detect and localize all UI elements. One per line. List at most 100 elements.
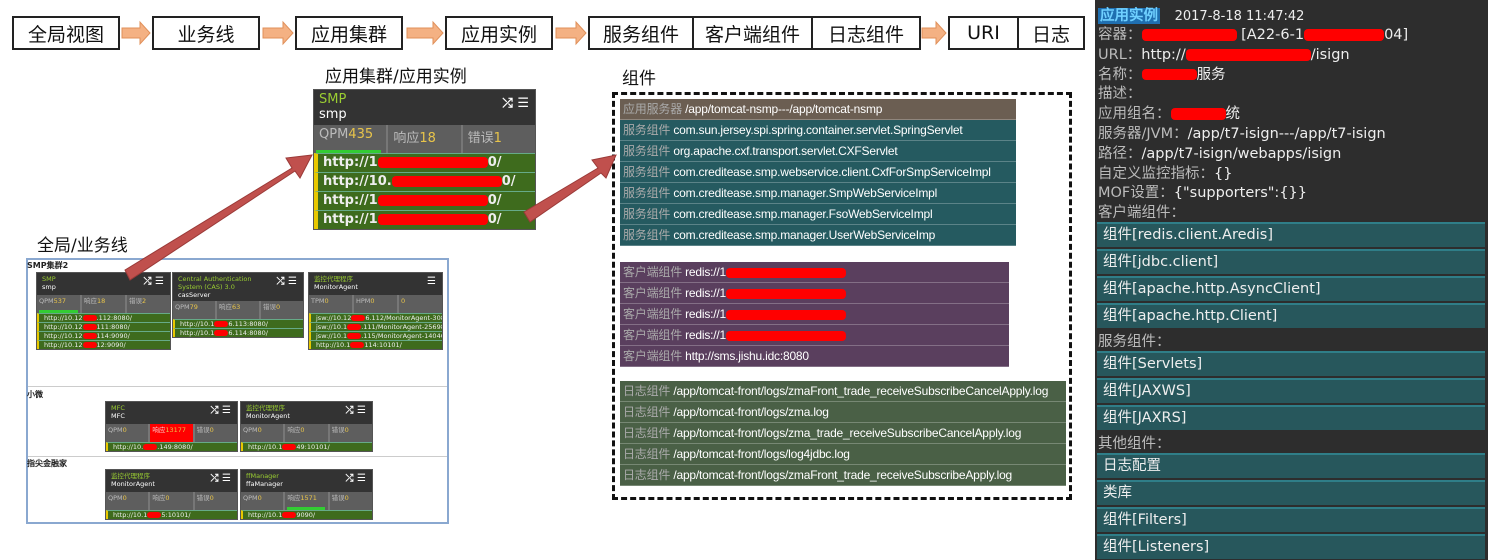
app-server-row[interactable]: 应用服务器 /app/tomcat-nsmp---/app/tomcat-nsm… [620, 99, 1016, 120]
component-item[interactable]: 组件[Filters] [1097, 507, 1485, 532]
client-component-row[interactable]: 客户端组件 redis://1 [620, 283, 1009, 304]
instance-url[interactable]: http://10.1 114:10101/ [309, 340, 442, 349]
card-title[interactable]: ffManager [246, 472, 279, 480]
component-type: 服务组件 [623, 165, 674, 179]
instance-url[interactable]: http://10. 0/ [314, 172, 535, 191]
list-icon[interactable]: ☰ [517, 96, 529, 111]
list-icon[interactable]: ☰ [357, 473, 366, 484]
card-title[interactable]: SMP [42, 275, 56, 283]
instance-url[interactable]: jsw://10.126.112/MonitorAgent-30856 [309, 313, 442, 322]
client-component-row[interactable]: 客户端组件 http://sms.jishu.idc:8080 [620, 346, 1009, 367]
crumb-log-component[interactable]: 日志组件 [811, 16, 921, 50]
component-value: http://sms.jishu.idc:8080 [685, 349, 809, 363]
component-item[interactable]: 组件[JAXWS] [1097, 378, 1485, 403]
service-component-row[interactable]: 服务组件 com.creditease.smp.webservice.clien… [620, 162, 1016, 183]
instance-url[interactable]: http://10.1 6.114:8080/ [173, 328, 303, 337]
redaction-mark [726, 310, 847, 320]
component-item[interactable]: 组件[Listeners] [1097, 534, 1485, 559]
instance-url[interactable]: http://10.12.112:8080/ [37, 313, 170, 322]
component-item[interactable]: 组件[Servlets] [1097, 351, 1485, 376]
list-icon[interactable]: ☰ [357, 405, 366, 416]
metric-QPM: QPM435 [314, 125, 389, 153]
shuffle-icon[interactable]: ⤮ [345, 473, 358, 484]
component-item[interactable]: 组件[apache.http.Client] [1097, 303, 1485, 328]
instance-url[interactable]: http://10.1 5:10101/ [106, 510, 237, 519]
crumb-service-component[interactable]: 服务组件 [588, 16, 694, 50]
app-card[interactable]: 监控代理程序 MonitorAgent ⤮ ☰ QPM0 响应0 错误0 http://10… [105, 469, 238, 520]
redaction-mark [143, 444, 158, 450]
component-item[interactable]: 类库 [1097, 480, 1485, 505]
metric-QPM: QPM0 [241, 492, 286, 510]
instance-url[interactable]: http://10. .149:8080/ [106, 442, 237, 451]
log-component-row[interactable]: 日志组件 /app/tomcat-front/logs/zmaFront_tra… [620, 465, 1066, 486]
instance-url[interactable]: http://1 0/ [314, 210, 535, 229]
card-title[interactable]: Central Authentication System (CAS) 3.0 [178, 275, 252, 291]
card-title[interactable]: 监控代理程序 [314, 275, 353, 283]
component-item[interactable]: 组件[jdbc.client] [1097, 249, 1485, 274]
component-item[interactable]: 组件[redis.client.Aredis] [1097, 222, 1485, 247]
service-component-row[interactable]: 服务组件 com.creditease.smp.manager.UserWebS… [620, 225, 1016, 246]
redaction-mark [350, 342, 365, 348]
log-component-row[interactable]: 日志组件 /app/tomcat-front/logs/log4jdbc.log [620, 444, 1066, 465]
client-component-row[interactable]: 客户端组件 redis://1 [620, 304, 1009, 325]
app-card[interactable]: 监控代理程序 MonitorAgent ⤮ ☰ QPM0 响应0 错误0 http://10… [240, 401, 373, 452]
card-title[interactable]: SMP [319, 92, 347, 107]
card-title[interactable]: 监控代理程序 [111, 472, 150, 480]
crumb-business-line[interactable]: 业务线 [152, 16, 260, 50]
log-component-row[interactable]: 日志组件 /app/tomcat-front/logs/zma.log [620, 402, 1066, 423]
card-header: MFC MFC ⤮ ☰ [106, 402, 237, 424]
instance-url[interactable]: http://10.1 6.113:8080/ [173, 319, 303, 328]
list-icon[interactable]: ☰ [222, 405, 231, 416]
log-component-row[interactable]: 日志组件 /app/tomcat-front/logs/zmaFront_tra… [620, 381, 1066, 402]
component-item[interactable]: 日志配置 [1097, 453, 1485, 478]
crumb-client-component[interactable]: 客户端组件 [692, 16, 813, 50]
crumb-log[interactable]: 日志 [1017, 16, 1085, 50]
crumb-app-cluster[interactable]: 应用集群 [295, 16, 403, 50]
app-card[interactable]: SMP smp ⤮ ☰ QPM435 响应18 错误1 http://1 0/http://1… [313, 89, 536, 230]
instance-url[interactable]: http://10.1 49:10101/ [241, 442, 372, 451]
log-component-row[interactable]: 日志组件 /app/tomcat-front/logs/zma_trade_re… [620, 423, 1066, 444]
client-component-row[interactable]: 客户端组件 redis://1 [620, 262, 1009, 283]
component-value: org.apache.cxf.transport.servlet.CXFServ… [673, 144, 898, 158]
component-value: /app/tomcat-nsmp---/app/tomcat-nsmp [685, 102, 883, 116]
component-type: 日志组件 [623, 447, 674, 461]
crumb-uri[interactable]: URI [948, 16, 1019, 50]
service-component-row[interactable]: 服务组件 com.creditease.smp.manager.SmpWebSe… [620, 183, 1016, 204]
app-card[interactable]: MFC MFC ⤮ ☰ QPM0 响应13177 错误0 http://10. .149:80… [105, 401, 238, 452]
shuffle-icon[interactable]: ⤮ [345, 405, 358, 416]
card-title[interactable]: MFC [111, 404, 125, 412]
component-item[interactable]: 组件[JAXRS] [1097, 405, 1485, 430]
component-type: 日志组件 [623, 426, 674, 440]
service-component-row[interactable]: 服务组件 com.sun.jersey.spi.spring.container… [620, 120, 1016, 141]
instance-url[interactable]: http://10.1 9090/ [241, 510, 372, 519]
app-card[interactable]: Central Authentication System (CAS) 3.0 c… [172, 272, 304, 338]
app-card[interactable]: ffManager ffaManager ⤮ ☰ QPM0 响应1571 错误0 http:… [240, 469, 373, 520]
crumb-global-view[interactable]: 全局视图 [12, 16, 120, 50]
instance-url[interactable]: http://10.12 12:9090/ [37, 340, 170, 349]
shuffle-icon[interactable]: ⤮ [143, 276, 156, 287]
list-icon[interactable]: ☰ [155, 276, 164, 287]
component-item[interactable]: 组件[apache.http.AsyncClient] [1097, 276, 1485, 301]
app-card[interactable]: SMP smp ⤮ ☰ QPM537 响应18 错误2 http://10.12.112:8… [36, 272, 171, 350]
service-component-row[interactable]: 服务组件 org.apache.cxf.transport.servlet.CX… [620, 141, 1016, 162]
shuffle-icon[interactable]: ⤮ [276, 276, 289, 287]
app-card[interactable]: 监控代理程序 MonitorAgent ☰ TPM0 HPM0 0 jsw://10.12 6… [308, 272, 443, 350]
list-icon[interactable]: ☰ [222, 473, 231, 484]
list-icon[interactable]: ☰ [427, 276, 436, 287]
card-title[interactable]: 监控代理程序 [246, 404, 285, 412]
instance-url[interactable]: jsw://10.1.111/MonitorAgent-25698 [309, 322, 442, 331]
shuffle-icon[interactable]: ⤮ [210, 405, 223, 416]
service-component-row[interactable]: 服务组件 com.creditease.smp.manager.FsoWebSe… [620, 204, 1016, 225]
instance-url[interactable]: jsw://10.1.115/MonitorAgent-14046 [309, 331, 442, 340]
list-icon[interactable]: ☰ [288, 276, 297, 287]
instance-url[interactable]: http://10.12 114:9090/ [37, 331, 170, 340]
client-component-row[interactable]: 客户端组件 redis://1 [620, 325, 1009, 346]
instance-url[interactable]: http://10.12 111:8080/ [37, 322, 170, 331]
metric-错误: 错误2 [129, 297, 147, 305]
card-header: 监控代理程序 MonitorAgent ⤮ ☰ [241, 402, 372, 424]
instance-url[interactable]: http://1 0/ [314, 191, 535, 210]
instance-url[interactable]: http://1 0/ [314, 153, 535, 172]
shuffle-icon[interactable]: ⤮ [210, 473, 223, 484]
shuffle-icon[interactable]: ⤮ [502, 96, 518, 111]
crumb-app-instance[interactable]: 应用实例 [445, 16, 553, 50]
